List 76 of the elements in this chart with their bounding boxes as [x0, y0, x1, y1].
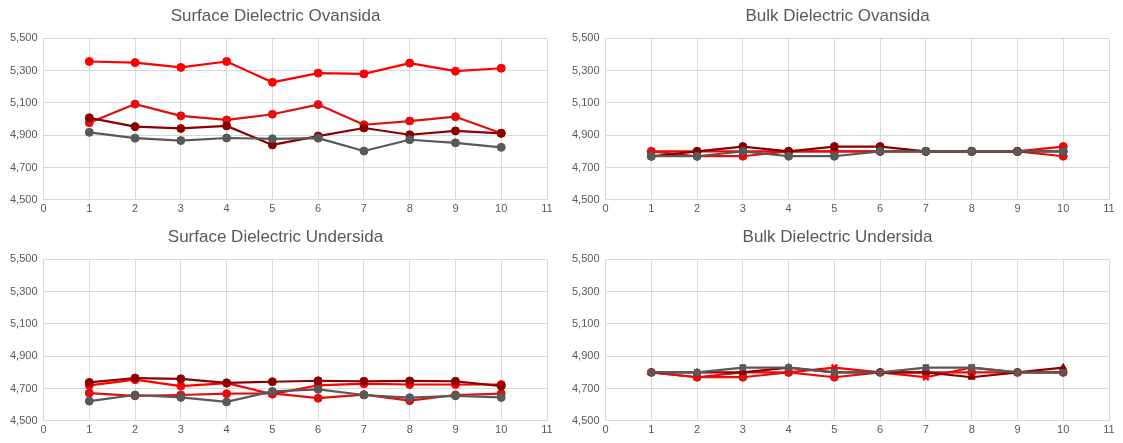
x-tick-label: 4	[223, 202, 230, 215]
y-tick-label: 5,300	[572, 284, 600, 297]
x-tick-label: 2	[132, 202, 139, 215]
x-tick-label: 1	[648, 202, 655, 215]
x-tick-label: 2	[694, 202, 701, 215]
x-tick-label: 9	[1014, 202, 1021, 215]
x-tick-label: 7	[360, 202, 367, 215]
y-tick-label: 5,100	[10, 316, 38, 329]
y-tick-label: 5,500	[10, 252, 38, 265]
y-tick-label: 5,500	[10, 31, 38, 44]
x-tick-label: 4	[223, 423, 230, 436]
x-tick-label: 6	[877, 202, 884, 215]
x-tick-label: 1	[86, 202, 93, 215]
y-tick-label: 5,300	[10, 63, 38, 76]
x-tick-label: 1	[86, 423, 93, 436]
x-tick-label: 11	[541, 423, 553, 436]
x-tick-label: 6	[877, 423, 884, 436]
x-tick-label: 5	[269, 202, 276, 215]
y-tick-label: 4,700	[572, 160, 600, 173]
x-tick-label: 5	[269, 423, 276, 436]
x-tick-label: 11	[541, 202, 553, 215]
x-tick-label: 10	[1057, 202, 1070, 215]
y-tick-label: 4,500	[572, 192, 600, 205]
y-tick-label: 5,300	[572, 63, 600, 76]
y-tick-label: 4,500	[10, 413, 38, 426]
x-tick-label: 7	[922, 202, 929, 215]
x-tick-label: 0	[40, 423, 47, 436]
x-tick-label: 11	[1103, 202, 1115, 215]
chart-title: Bulk Dielectric Undersida	[742, 226, 933, 246]
x-tick-label: 11	[1103, 423, 1115, 436]
x-tick-label: 10	[1057, 423, 1070, 436]
y-tick-label: 5,100	[572, 316, 600, 329]
x-tick-label: 7	[922, 423, 929, 436]
chart-title: Surface Dielectric Undersida	[167, 226, 384, 246]
x-tick-label: 4	[785, 202, 792, 215]
x-tick-label: 9	[452, 202, 459, 215]
x-tick-label: 2	[132, 423, 139, 436]
y-tick-label: 4,700	[10, 160, 38, 173]
x-tick-label: 6	[315, 423, 322, 436]
x-tick-label: 5	[831, 423, 838, 436]
x-tick-label: 9	[452, 423, 459, 436]
x-tick-label: 3	[177, 202, 184, 215]
chart-title: Surface Dielectric Ovansida	[170, 5, 381, 25]
x-tick-label: 8	[968, 423, 975, 436]
y-tick-label: 5,500	[572, 31, 600, 44]
y-tick-label: 4,900	[572, 349, 600, 362]
x-tick-label: 8	[406, 202, 413, 215]
x-tick-label: 10	[495, 423, 508, 436]
chart-title: Bulk Dielectric Ovansida	[745, 5, 931, 25]
x-tick-label: 0	[40, 202, 47, 215]
y-tick-label: 4,500	[10, 192, 38, 205]
x-tick-label: 1	[648, 423, 655, 436]
x-tick-label: 6	[315, 202, 322, 215]
x-tick-label: 0	[602, 202, 609, 215]
x-tick-label: 4	[785, 423, 792, 436]
x-tick-label: 10	[495, 202, 508, 215]
x-tick-label: 9	[1014, 423, 1021, 436]
x-tick-label: 3	[739, 202, 746, 215]
x-tick-label: 3	[177, 423, 184, 436]
x-tick-label: 0	[602, 423, 609, 436]
y-tick-label: 4,900	[10, 128, 38, 141]
x-tick-label: 8	[968, 202, 975, 215]
x-tick-label: 3	[739, 423, 746, 436]
x-tick-label: 5	[831, 202, 838, 215]
y-tick-label: 5,300	[10, 284, 38, 297]
x-tick-label: 8	[406, 423, 413, 436]
y-tick-label: 5,500	[572, 252, 600, 265]
y-tick-label: 4,900	[572, 128, 600, 141]
y-tick-label: 4,900	[10, 349, 38, 362]
y-tick-label: 4,700	[572, 381, 600, 394]
y-tick-label: 5,100	[10, 95, 38, 108]
y-tick-label: 4,500	[572, 413, 600, 426]
y-tick-label: 4,700	[10, 381, 38, 394]
y-tick-label: 5,100	[572, 95, 600, 108]
x-tick-label: 2	[694, 423, 701, 436]
x-tick-label: 7	[360, 423, 367, 436]
